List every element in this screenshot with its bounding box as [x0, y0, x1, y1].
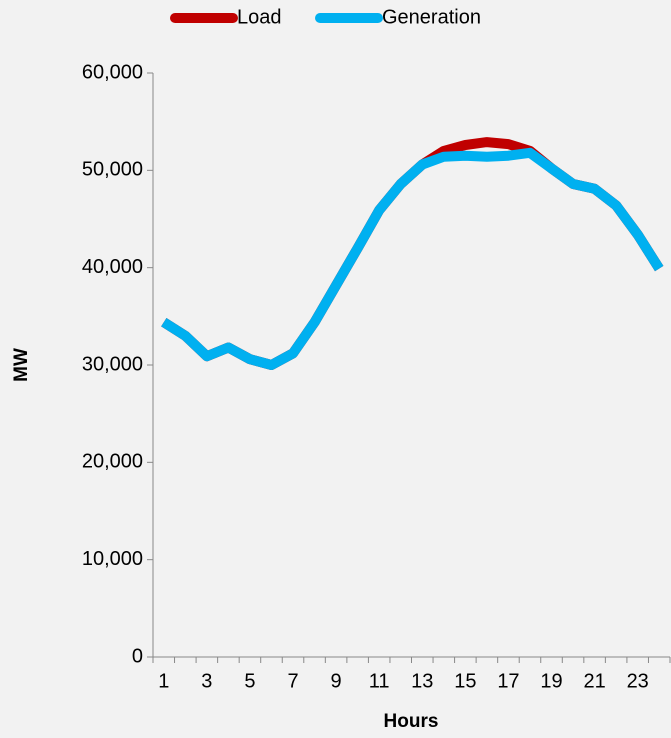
y-axis-title: MW: [11, 348, 32, 382]
legend-label: Load: [237, 6, 282, 28]
y-tick-label: 30,000: [82, 353, 143, 375]
x-axis-title: Hours: [384, 711, 439, 732]
x-tick-label: 21: [583, 670, 605, 692]
x-tick-label: 23: [627, 670, 649, 692]
x-tick-label: 9: [331, 670, 342, 692]
series-line: [161, 147, 664, 370]
x-tick-label: 15: [454, 670, 476, 692]
legend-label: Generation: [382, 6, 481, 28]
x-tick-label: 7: [287, 670, 298, 692]
y-tick-label: 50,000: [82, 159, 143, 181]
x-tick-label: 19: [540, 670, 562, 692]
y-tick-label: 20,000: [82, 451, 143, 473]
x-tick-label: 1: [158, 670, 169, 692]
x-tick-label: 11: [369, 670, 390, 692]
y-tick-label: 40,000: [82, 256, 143, 278]
x-tick-label: 3: [201, 670, 212, 692]
y-tick-label: 60,000: [82, 61, 143, 83]
x-tick-label: 5: [244, 670, 255, 692]
x-tick-label: 13: [411, 670, 433, 692]
x-tick-label: 17: [497, 670, 519, 692]
y-tick-label: 0: [132, 645, 143, 667]
y-tick-label: 10,000: [82, 548, 143, 570]
